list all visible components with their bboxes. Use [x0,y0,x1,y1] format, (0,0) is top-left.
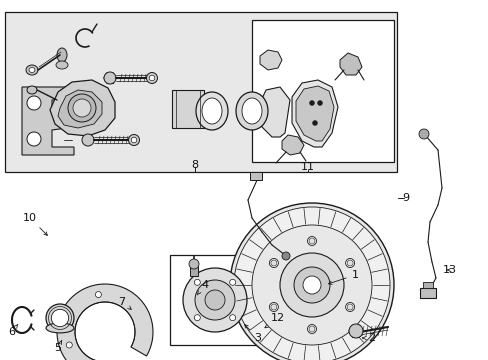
Circle shape [229,315,235,321]
Polygon shape [22,87,74,155]
Circle shape [194,279,200,285]
Polygon shape [291,80,337,147]
Text: 5: 5 [54,340,62,353]
Circle shape [418,129,428,139]
Circle shape [251,225,371,345]
Circle shape [270,260,276,266]
Circle shape [229,203,393,360]
Circle shape [82,134,94,146]
Text: 1: 1 [328,270,358,284]
Circle shape [195,280,235,320]
Circle shape [68,94,96,122]
Polygon shape [58,90,102,128]
Ellipse shape [46,304,74,332]
Ellipse shape [46,323,74,333]
Ellipse shape [236,92,267,130]
Circle shape [346,260,352,266]
Bar [419,288,435,298]
Circle shape [308,326,314,332]
Text: 12: 12 [264,313,285,328]
Circle shape [234,207,389,360]
Text: 10: 10 [23,213,47,235]
Circle shape [128,135,139,145]
Polygon shape [260,87,289,137]
Ellipse shape [242,98,262,124]
Text: 6: 6 [8,324,18,337]
Ellipse shape [56,61,68,69]
Polygon shape [57,284,153,360]
Polygon shape [295,86,333,141]
Text: 3: 3 [244,325,261,343]
Bar [5,12,396,172]
Bar [172,90,203,128]
Ellipse shape [51,309,68,327]
Text: 2: 2 [362,333,375,343]
Bar [170,255,260,345]
Circle shape [95,292,101,298]
Circle shape [280,253,343,317]
Circle shape [131,137,137,143]
Circle shape [282,252,289,260]
Ellipse shape [27,86,37,94]
Polygon shape [282,135,304,155]
Circle shape [317,100,322,105]
Ellipse shape [57,48,67,62]
Bar [422,282,432,288]
Circle shape [307,237,316,246]
Bar [251,20,393,162]
Ellipse shape [196,92,227,130]
Circle shape [346,304,352,310]
Circle shape [189,259,199,269]
Circle shape [309,100,314,105]
Polygon shape [260,50,282,70]
Circle shape [149,75,155,81]
Circle shape [229,279,235,285]
Text: 8: 8 [191,160,198,170]
Polygon shape [339,53,361,75]
Circle shape [348,324,362,338]
Text: 13: 13 [442,265,456,275]
Circle shape [269,302,278,311]
Circle shape [66,342,72,348]
Circle shape [27,132,41,146]
Circle shape [194,315,200,321]
Circle shape [183,268,246,332]
Ellipse shape [29,68,35,72]
Circle shape [307,324,316,333]
Circle shape [204,290,224,310]
Circle shape [345,302,354,311]
Ellipse shape [26,65,38,75]
Text: 9: 9 [402,193,409,203]
Bar [249,172,262,180]
Circle shape [270,304,276,310]
Polygon shape [50,80,115,136]
Ellipse shape [202,98,222,124]
Circle shape [104,72,116,84]
Circle shape [308,238,314,244]
Circle shape [303,276,320,294]
Circle shape [146,72,157,84]
Text: 11: 11 [301,162,314,172]
Circle shape [293,267,329,303]
Circle shape [345,258,354,267]
Circle shape [269,258,278,267]
Circle shape [27,96,41,110]
Bar [190,266,198,276]
Text: 4: 4 [197,280,208,295]
Circle shape [312,121,317,126]
Text: 7: 7 [118,297,131,309]
Circle shape [73,99,91,117]
